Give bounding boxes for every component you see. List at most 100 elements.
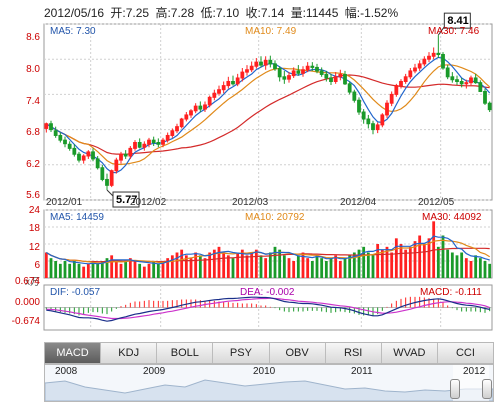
candle-body bbox=[63, 139, 67, 145]
candle-body bbox=[77, 153, 81, 161]
nav-year-2011: 2011 bbox=[351, 366, 373, 377]
tab-kdj[interactable]: KDJ bbox=[101, 343, 158, 363]
candle-body bbox=[315, 66, 319, 72]
volume-bar bbox=[133, 261, 137, 278]
price-ytick-5: 5.6 bbox=[26, 190, 40, 201]
volume-bar bbox=[58, 263, 62, 278]
volume-bar bbox=[105, 258, 109, 278]
volume-bar bbox=[329, 258, 333, 278]
candle-body bbox=[361, 111, 366, 120]
volume-bar bbox=[254, 249, 258, 278]
candle-body bbox=[296, 70, 301, 74]
tab-psy[interactable]: PSY bbox=[213, 343, 270, 363]
volume-bar bbox=[147, 263, 151, 278]
tab-boll[interactable]: BOLL bbox=[157, 343, 214, 363]
volume-bar bbox=[72, 261, 76, 278]
volume-bar bbox=[380, 249, 384, 278]
xtick-1: 2012/02 bbox=[130, 197, 167, 208]
candle-body bbox=[165, 134, 170, 141]
volume-bar bbox=[128, 258, 132, 278]
price-ma10-label: MA10: 7.49 bbox=[245, 26, 297, 37]
volume-bar bbox=[86, 263, 90, 278]
candle-body bbox=[399, 80, 403, 87]
navigator-left-handle[interactable] bbox=[450, 379, 460, 399]
candle-body bbox=[347, 83, 352, 93]
candle-body bbox=[142, 143, 147, 148]
volume-bar bbox=[404, 249, 408, 278]
tab-wvad[interactable]: WVAD bbox=[382, 343, 438, 363]
volume-bar bbox=[488, 263, 492, 278]
candle-body bbox=[91, 151, 95, 160]
candle-body bbox=[371, 123, 375, 131]
candle-body bbox=[273, 63, 277, 70]
volume-bar bbox=[390, 252, 394, 278]
volume-bar bbox=[226, 255, 230, 278]
volume-bar bbox=[100, 261, 104, 278]
candle-body bbox=[58, 134, 63, 141]
price-high-marker-box bbox=[443, 12, 471, 29]
price-high-marker-text: 8.41 bbox=[447, 15, 468, 27]
candle-body bbox=[427, 55, 431, 60]
volume-bar bbox=[483, 261, 487, 278]
volume-bar bbox=[376, 244, 380, 278]
volume-bar bbox=[338, 261, 342, 278]
volume-bar bbox=[170, 255, 174, 278]
volume-bar bbox=[44, 252, 48, 278]
candle-body bbox=[319, 70, 324, 75]
indicator-tabs: MACD KDJ BOLL PSY OBV RSI WVAD CCI bbox=[44, 342, 494, 364]
candle-body bbox=[385, 102, 389, 116]
volume-bar bbox=[142, 266, 146, 278]
xtick-4: 2012/05 bbox=[418, 197, 455, 208]
candle-body bbox=[324, 73, 329, 79]
candle-body bbox=[422, 58, 427, 65]
volume-bar bbox=[166, 258, 170, 278]
candle-body bbox=[329, 77, 333, 82]
price-ma30-label: MA30: 7.46 bbox=[428, 26, 480, 37]
candle-body bbox=[478, 82, 483, 92]
candle-body bbox=[487, 102, 492, 111]
candle-body bbox=[455, 79, 459, 82]
volume-bar bbox=[68, 263, 72, 278]
candle-body bbox=[263, 59, 268, 66]
volume-bar bbox=[212, 249, 216, 278]
candle-body bbox=[282, 76, 287, 80]
volume-bar bbox=[418, 235, 422, 278]
candle-body bbox=[128, 147, 133, 157]
macd-ytick-0: 0.674 bbox=[14, 276, 40, 287]
candle-body bbox=[473, 77, 478, 84]
quote-volume: 量:11445 bbox=[290, 6, 339, 20]
candle-body bbox=[483, 90, 487, 104]
volume-bar bbox=[478, 258, 482, 278]
macd-dif-label: DIF: -0.057 bbox=[50, 287, 101, 298]
tab-obv[interactable]: OBV bbox=[270, 343, 326, 363]
candle-body bbox=[305, 65, 310, 71]
volume-bar bbox=[236, 252, 240, 278]
candle-body bbox=[389, 93, 394, 104]
tab-rsi[interactable]: RSI bbox=[326, 343, 382, 363]
candle-body bbox=[403, 76, 408, 82]
quote-close: 收:7.14 bbox=[245, 6, 285, 20]
volume-bar bbox=[240, 249, 244, 278]
volume-ytick-2: 12 bbox=[28, 242, 40, 253]
navigator-right-handle[interactable] bbox=[482, 379, 492, 399]
candle-body bbox=[408, 70, 413, 78]
volume-bar bbox=[138, 263, 142, 278]
timeline-navigator[interactable]: 2008 2009 2010 2011 2012 bbox=[44, 364, 494, 402]
volume-bar bbox=[464, 258, 468, 278]
xtick-3: 2012/04 bbox=[340, 197, 377, 208]
candle-body bbox=[184, 114, 189, 120]
tab-macd[interactable]: MACD bbox=[45, 343, 102, 363]
volume-bar bbox=[194, 252, 198, 278]
candle-body bbox=[464, 82, 469, 85]
price-ma10-line bbox=[45, 64, 491, 165]
tab-cci[interactable]: CCI bbox=[455, 347, 475, 359]
xtick-2: 2012/03 bbox=[232, 197, 269, 208]
volume-bar bbox=[119, 263, 123, 278]
candle-body bbox=[231, 80, 235, 85]
candle-body bbox=[249, 65, 254, 71]
candle-body bbox=[207, 96, 212, 106]
candle-body bbox=[441, 54, 445, 69]
volume-bar bbox=[357, 249, 361, 278]
price-high-marker-leader bbox=[437, 26, 445, 36]
